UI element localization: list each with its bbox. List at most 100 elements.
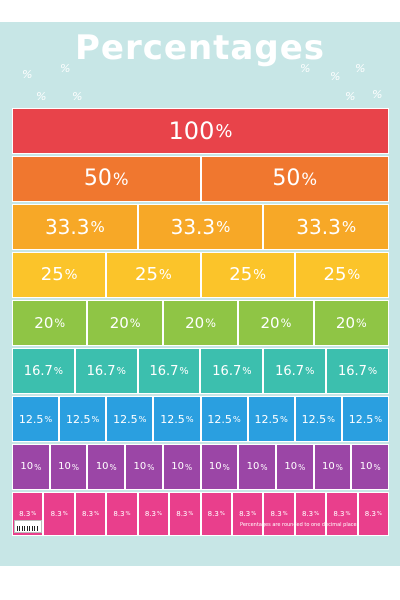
fraction-row: 8.3% 8.3% 8.3% 8.3% 8.3% 8.3% 8.3% 8.3% 8.3% 8.3%… xyxy=(12,492,390,536)
fraction-row: 20% 20% 20% 20% 20% xyxy=(12,300,390,346)
percentage-value: 12.5 xyxy=(254,412,280,426)
percent-decoration: % xyxy=(300,62,311,75)
percentage-value: 16.7 xyxy=(337,363,367,379)
percentage-cell: 16.7% xyxy=(12,348,75,394)
percentage-cell: 10% xyxy=(351,444,390,490)
percent-sign: % xyxy=(374,414,383,424)
percentage-value: 8.3 xyxy=(50,509,62,518)
percentage-cell: 20% xyxy=(162,300,239,346)
percentage-cell: 8.3% xyxy=(106,492,138,536)
percent-decoration: % xyxy=(345,90,356,103)
percent-sign: % xyxy=(31,511,37,517)
percentage-cell: 33.3% xyxy=(12,204,138,250)
percent-sign: % xyxy=(90,218,105,236)
percent-sign: % xyxy=(376,511,382,517)
fraction-row: 10% 10% 10% 10% 10% 10% 10% 10% 10% 10% xyxy=(12,444,390,490)
percent-sign: % xyxy=(188,511,194,517)
percentage-value: 25 xyxy=(229,264,253,285)
percentage-value: 8.3 xyxy=(176,509,188,518)
percentage-cell: 10% xyxy=(238,444,276,490)
percent-sign: % xyxy=(373,462,381,472)
percentage-value: 10 xyxy=(95,461,109,472)
percentage-value: 8.3 xyxy=(113,509,125,518)
percentage-cell: 12.5% xyxy=(12,396,60,442)
percentage-value: 25 xyxy=(40,264,64,285)
percent-decoration: % xyxy=(355,62,366,75)
percentage-value: 10 xyxy=(133,461,147,472)
percentage-cell: 25% xyxy=(294,252,389,298)
percentage-cell: 16.7% xyxy=(137,348,201,394)
percent-sign: % xyxy=(215,120,233,142)
percent-sign: % xyxy=(305,365,315,377)
percent-sign: % xyxy=(298,462,306,472)
percent-sign: % xyxy=(129,316,141,330)
percent-sign: % xyxy=(125,511,131,517)
percent-sign: % xyxy=(44,414,53,424)
percent-sign: % xyxy=(251,511,257,517)
percentage-value: 8.3 xyxy=(207,509,219,518)
percentage-value: 33.3 xyxy=(44,215,90,239)
percentage-cell: 16.7% xyxy=(263,348,327,394)
percentage-cell: 20% xyxy=(238,300,314,346)
percentage-value: 20 xyxy=(185,313,205,332)
percent-sign: % xyxy=(147,462,155,472)
percentage-cell: 12.5% xyxy=(200,396,248,442)
percentage-cell: 8.3% xyxy=(326,492,358,536)
percent-sign: % xyxy=(356,316,367,330)
fraction-row: 12.5% 12.5% 12.5% 12.5% 12.5% 12.5% 12.5% 12.5% xyxy=(12,396,389,442)
percent-sign: % xyxy=(280,316,292,330)
percent-sign: % xyxy=(184,462,193,472)
percentage-cell: 10% xyxy=(275,444,314,490)
percentage-value: 20 xyxy=(34,313,54,332)
percentage-cell: 20% xyxy=(313,300,390,346)
percentage-value: 8.3 xyxy=(144,509,156,518)
percentage-value: 10 xyxy=(322,461,335,472)
percent-sign: % xyxy=(64,267,78,283)
percentage-cell: 25% xyxy=(200,252,295,298)
percent-sign: % xyxy=(260,462,268,472)
percentage-cell: 20% xyxy=(87,300,163,346)
percent-sign: % xyxy=(71,462,79,472)
percentage-value: 33.3 xyxy=(170,215,216,239)
percentage-value: 20 xyxy=(335,313,356,332)
percentage-cell: 12.5% xyxy=(153,396,201,442)
percent-sign: % xyxy=(185,414,194,424)
percentage-cell: 8.3% xyxy=(357,492,390,536)
percentage-cell: 10% xyxy=(313,444,352,490)
percentage-value: 8.3 xyxy=(301,509,314,518)
footnote: Percentages are rounded to one decimal p… xyxy=(240,522,357,528)
percent-sign: % xyxy=(216,218,231,236)
percentage-value: 50 xyxy=(272,166,301,191)
percentage-cell: 12.5% xyxy=(294,396,342,442)
percent-sign: % xyxy=(282,511,288,517)
percent-sign: % xyxy=(112,169,129,189)
percent-sign: % xyxy=(109,462,117,472)
percentage-cell: 12.5% xyxy=(59,396,107,442)
percentage-value: 8.3 xyxy=(270,509,282,518)
percent-sign: % xyxy=(54,316,66,330)
percentage-value: 12.5 xyxy=(18,412,44,426)
percentage-value: 10 xyxy=(171,461,184,472)
percentage-cell: 10% xyxy=(200,444,239,490)
percentage-value: 12.5 xyxy=(348,412,374,426)
percent-sign: % xyxy=(345,511,351,517)
percentage-cell: 8.3% xyxy=(137,492,170,536)
percentage-value: 100 xyxy=(168,117,215,145)
percent-sign: % xyxy=(253,267,266,283)
fraction-row: 50% 50% xyxy=(12,156,389,202)
percentage-cell: 8.3% xyxy=(263,492,295,536)
percentage-value: 16.7 xyxy=(23,363,53,379)
page-title: Percentages xyxy=(75,28,325,68)
percentage-cell: 33.3% xyxy=(137,204,264,250)
percent-sign: % xyxy=(91,414,100,424)
percentage-value: 12.5 xyxy=(301,412,327,426)
percentage-value: 12.5 xyxy=(66,412,91,426)
percentage-value: 10 xyxy=(58,461,71,472)
percentage-value: 8.3 xyxy=(239,509,251,518)
percentage-cell: 8.3% xyxy=(294,492,327,536)
percent-sign: % xyxy=(335,462,343,472)
percentage-cell: 10% xyxy=(162,444,201,490)
percent-decoration: % xyxy=(36,90,47,103)
percent-sign: % xyxy=(232,414,241,424)
percentage-cell: 12.5% xyxy=(247,396,295,442)
